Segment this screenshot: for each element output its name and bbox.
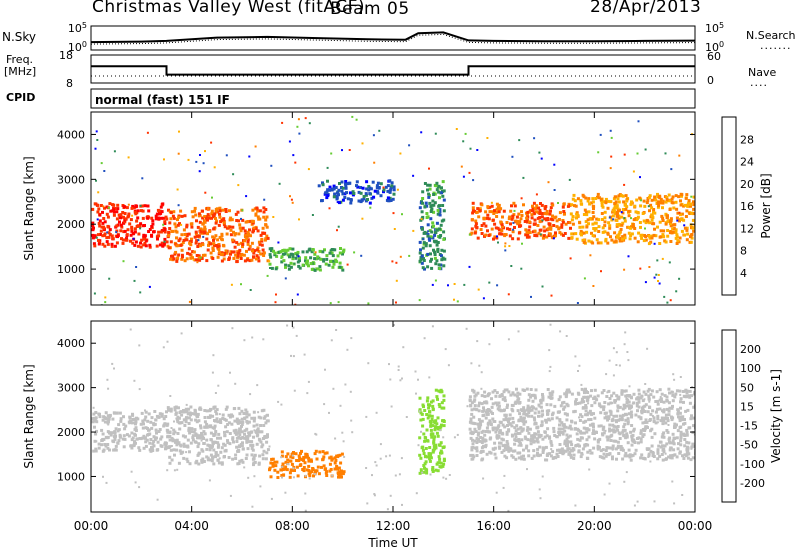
velocity-feature xyxy=(166,405,270,467)
xtick-label: 00:00 xyxy=(74,519,109,533)
xtick-label: 12:00 xyxy=(376,519,411,533)
velocity-colorbar-tick: 100 xyxy=(740,362,761,375)
velocity-colorbar-tick: 50 xyxy=(740,381,754,394)
velocity-feature xyxy=(91,410,170,453)
power-feature xyxy=(268,247,346,272)
xtick-label: 20:00 xyxy=(577,519,612,533)
power-ytick-label: 4000 xyxy=(57,128,85,141)
date-title: 28/Apr/2013 xyxy=(590,0,702,17)
velocity-colorbar-tick: -15 xyxy=(740,420,758,433)
velocity-ytick-label: 4000 xyxy=(57,337,85,350)
velocity-scatter xyxy=(92,323,695,512)
power-colorbar-tick: 16 xyxy=(740,200,754,213)
velocity-colorbar-tick: -50 xyxy=(740,439,758,452)
velocity-colorbar-label: Velocity [m s-1] xyxy=(769,369,783,463)
noise-sky-line xyxy=(90,31,696,44)
velocity-colorbar-tick: -100 xyxy=(740,458,765,471)
noise-search-line xyxy=(90,33,696,45)
xtick-label: 16:00 xyxy=(476,519,511,533)
cpid-label: CPID xyxy=(6,91,36,104)
noise-left-tick: 105 xyxy=(68,21,87,36)
velocity-ytick-label: 3000 xyxy=(57,382,85,395)
power-ytick-label: 2000 xyxy=(57,218,85,231)
power-feature xyxy=(569,192,695,246)
power-colorbar-tick: 20 xyxy=(740,178,754,191)
nsearch-dotted-key: ....... xyxy=(760,39,792,52)
power-feature xyxy=(166,206,270,264)
velocity-colorbar-frame xyxy=(721,329,737,503)
nave-right-tick: 60 xyxy=(707,50,721,63)
power-feature xyxy=(91,202,169,249)
velocity-colorbar-tick: 200 xyxy=(740,343,761,356)
power-ytick-label: 1000 xyxy=(57,263,85,276)
velocity-ytick-label: 2000 xyxy=(57,426,85,439)
velocity-colorbar-tick: -200 xyxy=(740,477,765,490)
nave-dotted-key: .... xyxy=(750,76,768,89)
power-colorbar-frame xyxy=(721,116,737,296)
velocity-ylabel: Slant Range [km] xyxy=(22,364,36,468)
freq-unit-label: [MHz] xyxy=(4,65,37,78)
power-colorbar-tick: 12 xyxy=(740,222,754,235)
xaxis-label: Time UT xyxy=(367,536,418,550)
power-ylabel: Slant Range [km] xyxy=(22,156,36,260)
freq-left-tick: 8 xyxy=(66,77,73,90)
power-colorbar-tick: 24 xyxy=(740,156,754,169)
power-feature xyxy=(469,201,572,241)
xtick-label: 08:00 xyxy=(275,519,310,533)
velocity-colorbar-tick: 15 xyxy=(740,400,754,413)
nsky-label: N.Sky xyxy=(2,30,37,44)
velocity-feature xyxy=(468,387,695,462)
xtick-label: 04:00 xyxy=(174,519,209,533)
freq-left-tick: 18 xyxy=(59,49,73,62)
noise-right-tick: 105 xyxy=(705,21,724,36)
power-colorbar-tick: 28 xyxy=(740,133,754,146)
power-feature xyxy=(317,179,396,205)
beam-title: Beam 05 xyxy=(330,0,410,19)
power-scatter xyxy=(93,115,693,305)
power-data-group xyxy=(91,115,695,305)
nave-right-tick: 0 xyxy=(707,74,714,87)
cpid-value: normal (fast) 151 IF xyxy=(95,93,230,107)
velocity-ytick-label: 1000 xyxy=(57,470,85,483)
station-title: Christmas Valley West (fitACF) xyxy=(92,0,366,17)
freq-line xyxy=(91,65,695,76)
cpid-panel-frame xyxy=(90,88,696,109)
noise-panel-frame xyxy=(90,25,696,51)
power-ytick-label: 3000 xyxy=(57,173,85,186)
power-colorbar-tick: 4 xyxy=(740,267,747,280)
velocity-feature xyxy=(268,449,346,479)
xtick-label: 00:00 xyxy=(678,519,713,533)
velocity-data-group xyxy=(91,323,695,512)
power-feature xyxy=(418,180,447,271)
nsearch-label: N.Search xyxy=(746,29,796,42)
velocity-feature xyxy=(418,388,446,475)
freq-label: Freq. xyxy=(6,53,34,66)
power-colorbar-label: Power [dB] xyxy=(759,173,773,238)
power-colorbar-tick: 8 xyxy=(740,245,747,258)
nave-label: Nave xyxy=(748,66,777,79)
freq-panel-frame xyxy=(90,54,696,84)
